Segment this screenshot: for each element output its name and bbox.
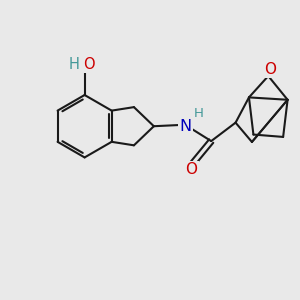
Text: H: H [69,57,80,72]
Text: O: O [185,162,197,177]
Text: H: H [194,107,203,120]
Text: O: O [83,57,95,72]
Text: O: O [264,62,276,77]
Text: N: N [180,119,192,134]
